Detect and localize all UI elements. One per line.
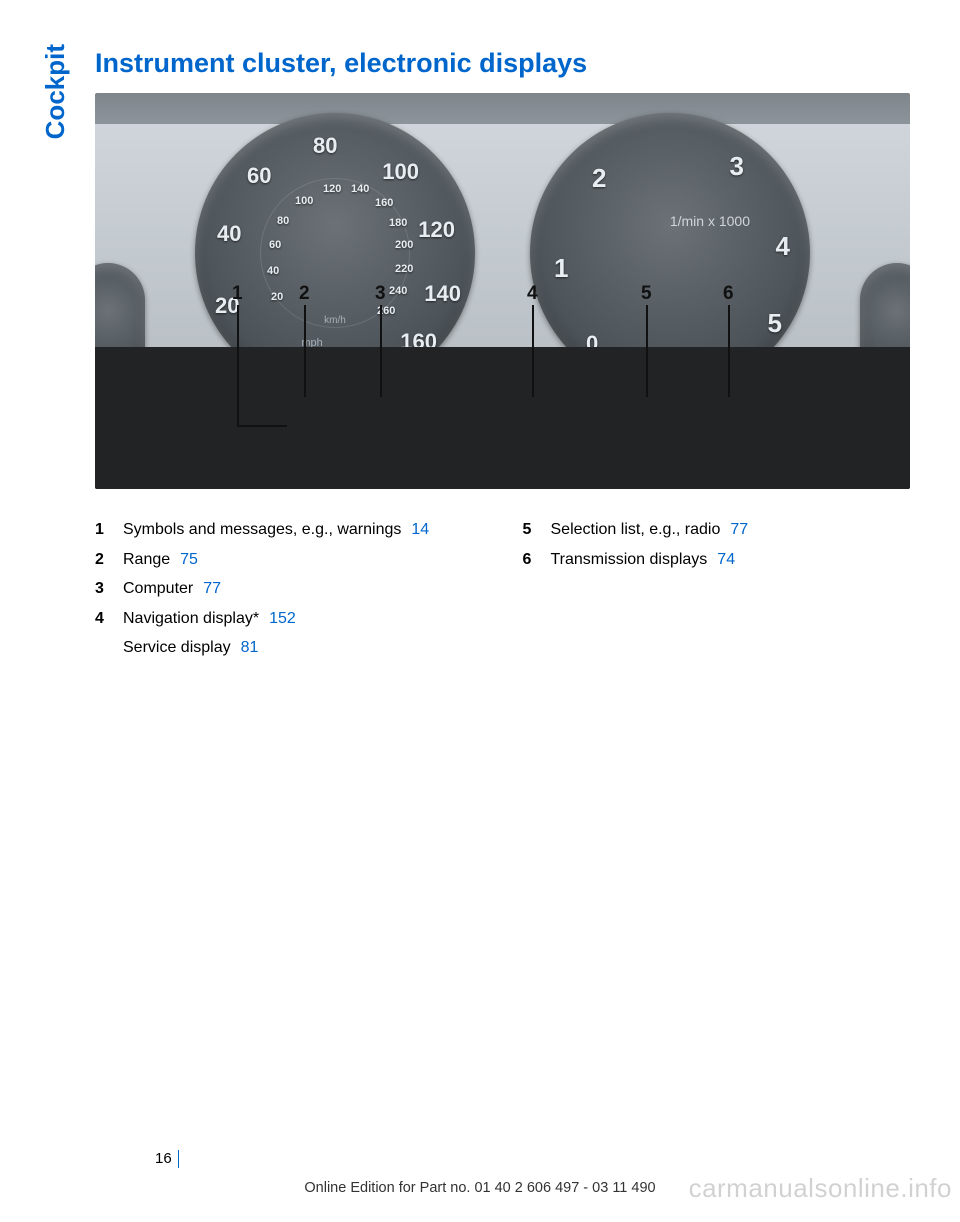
speedo-inner: 200 [395, 239, 413, 251]
page-ref[interactable]: 74 [717, 551, 735, 568]
speedo-tick: 60 [247, 163, 271, 189]
legend-row: Service display81 [95, 633, 483, 663]
tacho-unit: 1/min x 1000 [670, 213, 750, 229]
legend-number: 5 [523, 515, 551, 545]
legend-number: 1 [95, 515, 123, 545]
speedo-inner: 120 [323, 183, 341, 195]
display-band [95, 347, 910, 489]
legend-row: 6Transmission displays74 [523, 545, 911, 575]
speedo-inner: 40 [267, 265, 279, 277]
legend: 1Symbols and messages, e.g., warnings142… [95, 515, 910, 663]
speedo-inner: 240 [389, 285, 407, 297]
legend-number [95, 633, 123, 663]
speedo-inner: 180 [389, 217, 407, 229]
legend-number: 6 [523, 545, 551, 575]
speedo-inner: 140 [351, 183, 369, 195]
legend-row: 3Computer77 [95, 574, 483, 604]
callout-3: 3 [375, 283, 386, 305]
page-ref[interactable]: 77 [203, 580, 221, 597]
legend-number: 2 [95, 545, 123, 575]
legend-number: 4 [95, 604, 123, 634]
speedo-tick: 100 [382, 159, 419, 185]
legend-text: Symbols and messages, e.g., warnings14 [123, 515, 483, 545]
tacho-tick: 4 [776, 231, 790, 262]
tacho-tick: 3 [730, 151, 744, 182]
page-number: 16 [155, 1150, 179, 1168]
page-ref[interactable]: 77 [730, 521, 748, 538]
legend-text: Range75 [123, 545, 483, 575]
page-ref[interactable]: 152 [269, 610, 296, 627]
legend-text: Transmission displays74 [551, 545, 911, 575]
callout-4: 4 [527, 283, 538, 305]
legend-row: 5Selection list, e.g., radio77 [523, 515, 911, 545]
legend-text: Computer77 [123, 574, 483, 604]
speedo-tick: 80 [313, 133, 337, 159]
legend-text: Selection list, e.g., radio77 [551, 515, 911, 545]
legend-text: Navigation display*152 [123, 604, 483, 634]
section-label: Cockpit [40, 44, 71, 139]
speedo-inner: 100 [295, 195, 313, 207]
legend-row: 2Range75 [95, 545, 483, 575]
legend-number: 3 [95, 574, 123, 604]
speedo-inner: 80 [277, 215, 289, 227]
tacho-tick: 5 [768, 308, 782, 339]
page-ref[interactable]: 14 [411, 521, 429, 538]
tacho-tick: 2 [592, 163, 606, 194]
speedo-inner: 20 [271, 291, 283, 303]
page-title: Instrument cluster, electronic displays [95, 48, 910, 79]
speedo-inner: 60 [269, 239, 281, 251]
callout-2: 2 [299, 283, 310, 305]
tacho-tick: 1 [554, 253, 568, 284]
legend-row: 4Navigation display*152 [95, 604, 483, 634]
speedo-unit-inner: km/h [324, 315, 346, 326]
page-ref[interactable]: 75 [180, 551, 198, 568]
speedo-inner: 160 [375, 197, 393, 209]
legend-left: 1Symbols and messages, e.g., warnings142… [95, 515, 483, 663]
callout-5: 5 [641, 283, 652, 305]
callout-1: 1 [232, 283, 243, 305]
speedo-tick: 40 [217, 221, 241, 247]
speedo-inner: 220 [395, 263, 413, 275]
legend-text: Service display81 [123, 633, 483, 663]
instrument-cluster-figure: 1 20 40 60 80 100 120 140 160 20 40 60 8… [95, 93, 910, 489]
speedo-tick: 120 [418, 217, 455, 243]
page-ref[interactable]: 81 [241, 639, 259, 656]
legend-right: 5Selection list, e.g., radio776Transmiss… [523, 515, 911, 663]
callout-6: 6 [723, 283, 734, 305]
legend-row: 1Symbols and messages, e.g., warnings14 [95, 515, 483, 545]
watermark: carmanualsonline.info [689, 1173, 952, 1204]
speedo-tick: 140 [424, 281, 461, 307]
